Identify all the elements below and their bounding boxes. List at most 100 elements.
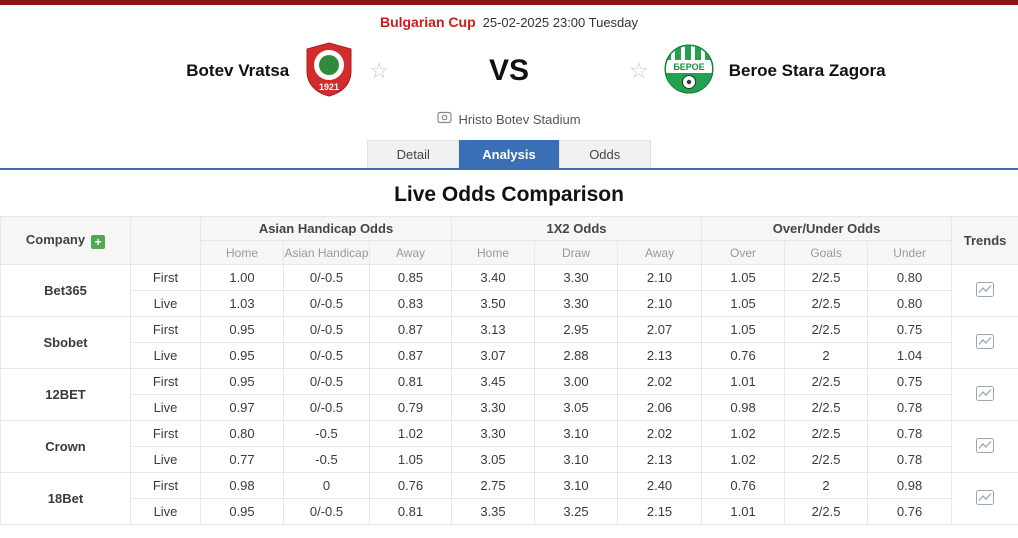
odds-value: 0.79 [369, 394, 452, 421]
odds-value: 2.75 [451, 472, 535, 499]
league-name[interactable]: Bulgarian Cup [379, 14, 476, 30]
odds-value: 0.75 [867, 368, 953, 395]
company-name[interactable]: 12BET [0, 368, 131, 421]
trends-cell[interactable] [951, 420, 1018, 473]
col-1x2-draw: Draw [534, 240, 618, 265]
odds-value: 0.95 [200, 316, 284, 343]
row-type-label: Live [130, 446, 201, 473]
odds-value: 1.05 [701, 290, 786, 317]
row-type-header [130, 216, 201, 265]
odds-value: 0/-0.5 [283, 498, 370, 525]
trends-cell[interactable] [951, 264, 1018, 317]
row-type-label: Live [130, 342, 201, 369]
odds-value: 1.05 [701, 264, 786, 291]
company-name[interactable]: Bet365 [0, 264, 131, 317]
svg-text:1921: 1921 [319, 82, 339, 92]
odds-value: 2.40 [616, 472, 703, 499]
odds-value: 1.00 [200, 264, 284, 291]
odds-value: 2/2.5 [784, 394, 869, 421]
away-team-name[interactable]: Beroe Stara Zagora [728, 61, 886, 80]
odds-value: 0.78 [867, 420, 953, 447]
away-team-logo-icon: БЕРОЕ [663, 43, 715, 100]
odds-value: 0.77 [200, 446, 284, 473]
group-header-asian-handicap: Asian Handicap Odds [200, 216, 452, 241]
odds-value: 0/-0.5 [283, 264, 370, 291]
odds-value: 3.30 [534, 264, 618, 291]
odds-value: 2.95 [534, 316, 618, 343]
tab-detail[interactable]: Detail [367, 140, 460, 168]
col-ah-handicap: Asian Handicap [283, 240, 370, 265]
odds-value: 0.80 [200, 420, 284, 447]
col-ou-over: Over [701, 240, 786, 265]
odds-value: 2/2.5 [784, 420, 869, 447]
odds-value: 0.97 [200, 394, 284, 421]
odds-value: 2.10 [616, 290, 703, 317]
odds-value: 0.78 [867, 394, 953, 421]
row-type-label: First [130, 316, 201, 343]
tab-odds[interactable]: Odds [558, 140, 651, 168]
teams-row: Botev Vratsa 1921 ☆ VS ☆ [0, 40, 1018, 102]
table-row: Live 1.03 0/-0.5 0.83 3.50 3.30 2.10 1.05 2/2.5 0… [1, 290, 1018, 317]
odds-value: 3.35 [451, 498, 535, 525]
favorite-star-away-icon[interactable]: ☆ [629, 58, 649, 83]
group-header-1x2: 1X2 Odds [450, 216, 703, 241]
tab-analysis[interactable]: Analysis [459, 140, 559, 168]
odds-value: 0/-0.5 [283, 368, 370, 395]
trends-header: Trends [951, 216, 1018, 265]
odds-value: 2/2.5 [784, 446, 869, 473]
odds-value: 0.81 [369, 498, 452, 525]
row-type-label: Live [130, 498, 201, 525]
odds-value: 0.80 [867, 264, 953, 291]
trends-cell[interactable] [951, 368, 1018, 421]
odds-value: 3.13 [451, 316, 535, 343]
svg-text:БЕРОЕ: БЕРОЕ [673, 62, 704, 72]
table-row: Crown First 0.80 -0.5 1.02 3.30 3.10 2.02 1.02 2/… [0, 420, 1018, 473]
odds-value: 0/-0.5 [283, 394, 370, 421]
company-name[interactable]: 18Bet [0, 472, 131, 525]
odds-value: 3.40 [451, 264, 535, 291]
row-type-label: First [130, 368, 201, 395]
home-team-name[interactable]: Botev Vratsa [186, 61, 290, 80]
odds-value: 1.01 [701, 368, 786, 395]
table-subheader-row: Home Asian Handicap Away Home Draw Away … [1, 240, 1018, 265]
odds-value: 2/2.5 [784, 368, 869, 395]
odds-value: 2.02 [616, 368, 703, 395]
odds-value: 2.13 [616, 446, 703, 473]
odds-value: 0/-0.5 [283, 342, 370, 369]
odds-value: 2/2.5 [784, 290, 869, 317]
odds-value: 3.07 [451, 342, 535, 369]
add-company-button[interactable]: + [91, 235, 106, 249]
odds-value: 0/-0.5 [283, 290, 370, 317]
odds-value: 0.95 [200, 498, 284, 525]
odds-value: 1.03 [200, 290, 284, 317]
odds-value: 2.10 [616, 264, 703, 291]
trends-cell[interactable] [951, 472, 1018, 525]
odds-value: 0.80 [867, 290, 953, 317]
match-header: Bulgarian Cup 25-02-2025 23:00 Tuesday [0, 5, 1018, 30]
row-type-label: Live [130, 290, 201, 317]
company-name[interactable]: Sbobet [0, 316, 131, 369]
odds-value: 0.81 [369, 368, 452, 395]
col-ah-home: Home [200, 240, 284, 265]
odds-table-body: Bet365 First 1.00 0/-0.5 0.85 3.40 3.30 2.10 1.0… [0, 264, 1018, 525]
odds-value: 3.05 [534, 394, 618, 421]
odds-value: 2.02 [616, 420, 703, 447]
odds-value: 3.10 [534, 420, 618, 447]
odds-value: 0.95 [200, 368, 284, 395]
odds-value: 1.05 [369, 446, 452, 473]
trend-chart-icon [976, 385, 995, 401]
odds-value: 3.10 [534, 472, 618, 499]
odds-value: 2.88 [534, 342, 618, 369]
favorite-star-home-icon[interactable]: ☆ [369, 58, 389, 83]
table-row: Bet365 First 1.00 0/-0.5 0.85 3.40 3.30 2.10 1.0… [0, 264, 1018, 317]
table-row: Live 0.77 -0.5 1.05 3.05 3.10 2.13 1.02 2/2.5 0.7… [1, 446, 1018, 473]
company-name[interactable]: Crown [0, 420, 131, 473]
vs-label: VS [488, 54, 530, 87]
odds-value: 3.10 [534, 446, 618, 473]
trends-cell[interactable] [951, 316, 1018, 369]
odds-value: 2/2.5 [784, 264, 869, 291]
row-type-label: Live [130, 394, 201, 421]
odds-value: 2.07 [616, 316, 703, 343]
home-team-block: Botev Vratsa 1921 ☆ [0, 41, 389, 102]
